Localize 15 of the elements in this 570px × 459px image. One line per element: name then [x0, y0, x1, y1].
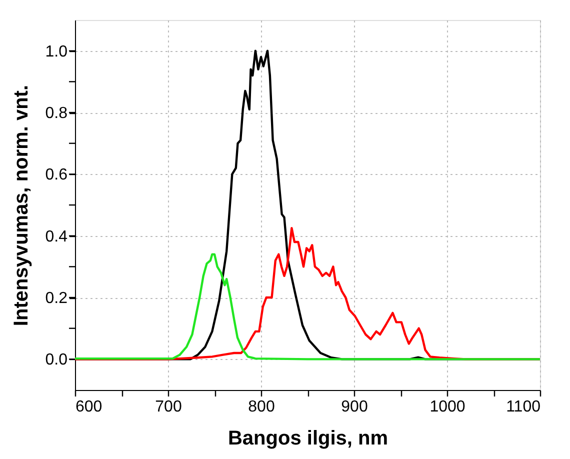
x-axis-title: Bangos ilgis, nm [228, 428, 388, 450]
line-series [75, 253, 540, 360]
y-tick-label: 0.0 [45, 352, 68, 369]
y-tick-label: 1.0 [45, 43, 68, 60]
x-tick-label: 600 [76, 398, 102, 416]
x-tick-label: 700 [155, 398, 182, 416]
y-tick-label: 0.2 [45, 290, 68, 307]
x-tick-label: 900 [341, 398, 368, 416]
x-tick-label: 1100 [506, 398, 541, 416]
y-tick-label: 0.8 [45, 105, 68, 122]
x-tick-label: 800 [248, 398, 275, 416]
y-axis-title: Intensyvumas, norm. vnt. [10, 84, 32, 326]
y-tick-label: 0.6 [45, 166, 68, 184]
y-tick-label: 0.4 [45, 228, 68, 246]
x-tick-label: 1000 [430, 398, 466, 416]
